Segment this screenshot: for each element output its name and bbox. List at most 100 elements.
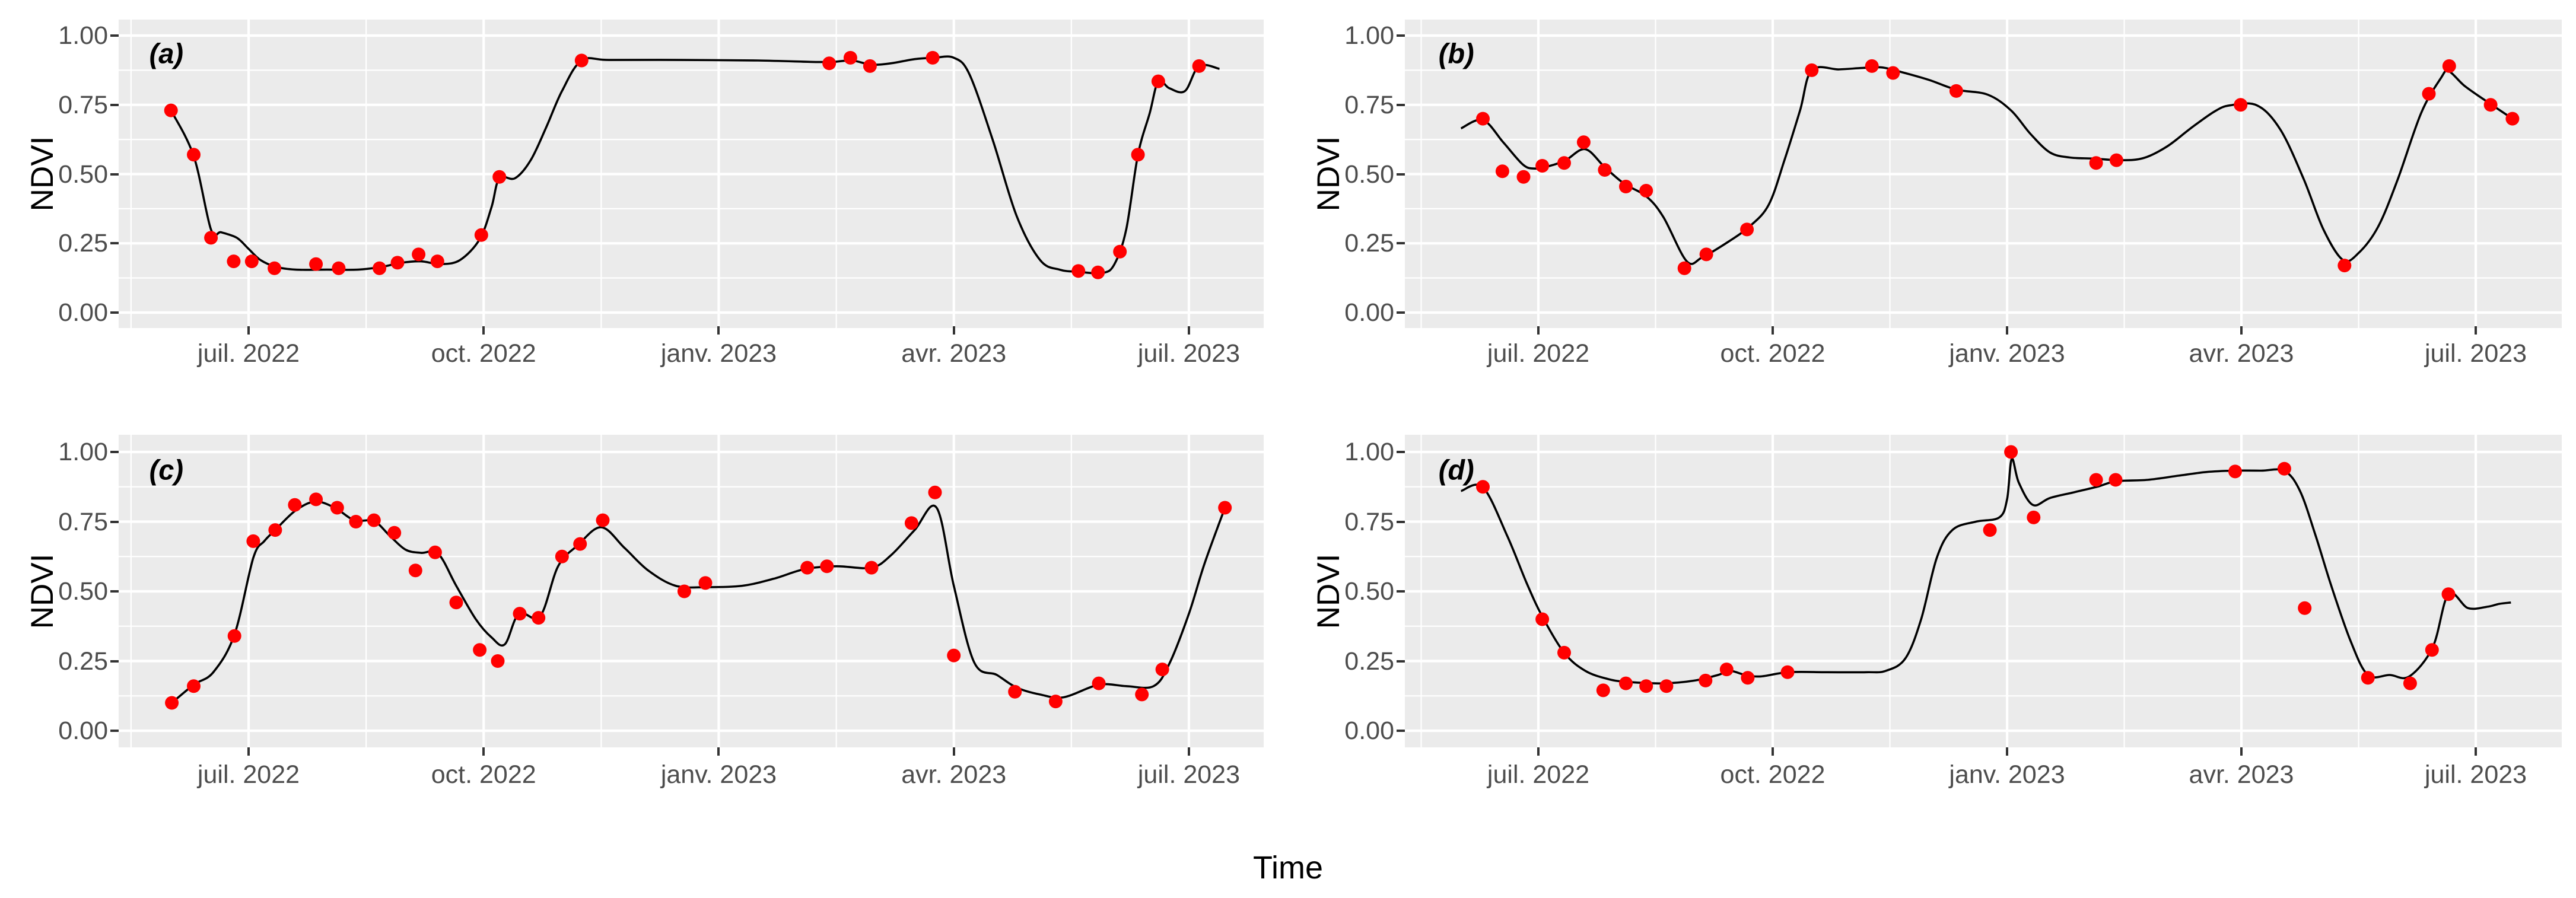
data-point [1949,84,1963,98]
y-tick-label: 0.00 [58,717,108,745]
data-point [1699,673,1713,687]
y-tick-label: 0.00 [58,298,108,327]
trend-line [170,55,1220,275]
y-tick-mark [1397,730,1405,732]
y-axis-title: NDVI [25,136,60,212]
data-point [2425,643,2439,657]
panel-label: (a) [150,37,183,69]
x-tick-mark [1772,326,1774,335]
data-point [1113,244,1127,259]
data-point [1576,135,1591,149]
data-point [1476,480,1490,494]
major-gridlines [1405,435,2562,747]
data-point [474,228,488,242]
data-point [1495,164,1509,179]
data-point [2108,473,2123,487]
data-point [1983,523,1997,537]
x-tick-mark [2240,747,2243,756]
y-tick-label: 0.50 [58,577,108,606]
x-tick-label: oct. 2022 [431,339,536,368]
panel-b-plot: (b) [1405,20,2562,328]
data-point [1659,679,1674,693]
data-point [1092,676,1106,690]
x-tick-mark [952,747,955,756]
data-point [1071,264,1086,278]
data-point [1091,265,1105,279]
data-point [2505,112,2520,126]
data-point [1740,222,1754,237]
y-tick-mark [110,103,119,106]
data-point [204,231,218,245]
data-point [367,513,381,527]
y-tick-mark [1397,660,1405,663]
data-point [928,485,942,499]
data-point [573,537,587,551]
y-axis-title: NDVI [1311,553,1346,629]
panel-label: (b) [1439,37,1474,69]
major-gridlines [119,20,1264,328]
x-tick-label: janv. 2023 [660,760,777,789]
data-point [268,261,282,275]
data-point [2422,87,2436,101]
y-tick-label: 0.50 [1344,577,1394,606]
data-point [246,534,260,548]
x-tick-label: janv. 2023 [660,339,777,368]
data-point [1596,683,1610,698]
data-point [1639,184,1653,198]
data-point [2338,259,2352,273]
data-point [473,643,487,657]
data-point [227,254,241,269]
x-tick-label: juil. 2022 [197,339,300,368]
y-tick-mark [110,660,119,663]
x-tick-mark [1187,747,1190,756]
data-point [387,526,402,540]
x-tick-label: juil. 2022 [197,760,300,789]
data-point [1135,687,1149,702]
data-points [1476,59,2520,275]
x-tick-mark [1187,326,1190,335]
panel-c-plot: (c) [119,435,1264,747]
data-point [2483,98,2498,112]
data-point [449,596,463,610]
data-point [2109,153,2123,167]
data-point [390,256,405,270]
x-tick-label: oct. 2022 [1720,339,1826,368]
x-tick-mark [482,747,485,756]
x-tick-label: juil. 2023 [2424,339,2527,368]
y-tick-label: 1.00 [1344,438,1394,466]
data-point [1557,645,1571,660]
data-point [187,679,201,693]
x-tick-label: juil. 2022 [1487,339,1590,368]
panel-label: (c) [150,454,183,486]
data-point [843,50,857,65]
data-point [1619,676,1633,690]
data-point [1598,163,1612,177]
y-tick-mark [1397,311,1405,314]
major-gridlines [1405,20,2562,328]
x-tick-mark [1772,747,1774,756]
data-point [1719,663,1734,677]
x-tick-label: avr. 2023 [901,760,1007,789]
data-point [2361,671,2375,685]
data-point [2004,445,2018,459]
x-tick-mark [1537,747,1540,756]
x-tick-mark [247,326,250,335]
data-point [2089,156,2103,170]
trend-line [1460,66,2513,265]
x-tick-mark [482,326,485,335]
data-point [1535,159,1550,173]
y-axis-title: NDVI [25,553,60,629]
data-point [430,254,444,269]
data-point [492,170,507,184]
data-point [428,545,442,559]
y-tick-label: 0.75 [1344,507,1394,536]
y-tick-mark [110,173,119,176]
data-point [244,254,259,269]
trend-line [1460,457,2511,684]
x-tick-mark [2006,747,2009,756]
y-tick-mark [110,730,119,732]
y-tick-mark [110,34,119,37]
y-tick-label: 0.50 [1344,160,1394,189]
data-point [513,607,527,621]
